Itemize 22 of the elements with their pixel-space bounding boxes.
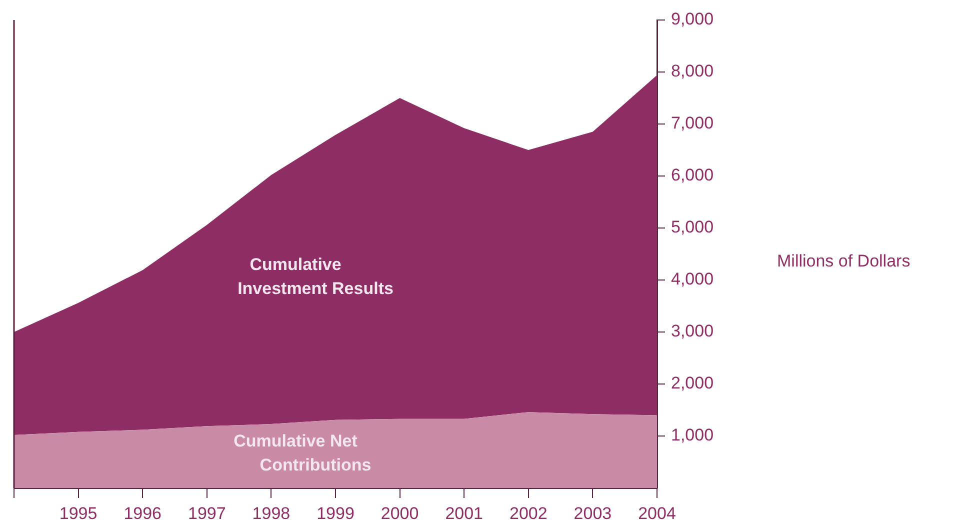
y-tick-label: 7,000 bbox=[671, 114, 714, 133]
y-tick-label: 9,000 bbox=[671, 10, 714, 29]
x-tick-label: 1996 bbox=[124, 504, 162, 523]
series-label: Cumulative Net Contributions bbox=[234, 432, 372, 475]
y-tick-label: 2,000 bbox=[671, 374, 714, 393]
x-tick-label: 2001 bbox=[445, 504, 484, 523]
y-tick-label: 3,000 bbox=[671, 322, 714, 341]
x-tick-label: 1999 bbox=[316, 504, 354, 523]
y-axis-title: Millions of Dollars bbox=[777, 252, 910, 271]
y-tick-label: 8,000 bbox=[671, 62, 714, 81]
x-tick-label: 2002 bbox=[509, 504, 548, 523]
x-tick-label: 2000 bbox=[380, 504, 419, 523]
x-tick-label: 1995 bbox=[59, 504, 98, 523]
x-tick-label: 1998 bbox=[252, 504, 290, 523]
x-tick-label: 1997 bbox=[188, 504, 226, 523]
y-tick-label: 4,000 bbox=[671, 270, 714, 289]
x-tick-label: 2004 bbox=[638, 504, 676, 523]
series-label: Cumulative Investment Results bbox=[238, 255, 394, 298]
x-tick-label: 2003 bbox=[574, 504, 612, 523]
y-tick-label: 6,000 bbox=[671, 166, 714, 185]
y-tick-label: 5,000 bbox=[671, 218, 714, 237]
y-tick-label: 1,000 bbox=[671, 426, 714, 445]
